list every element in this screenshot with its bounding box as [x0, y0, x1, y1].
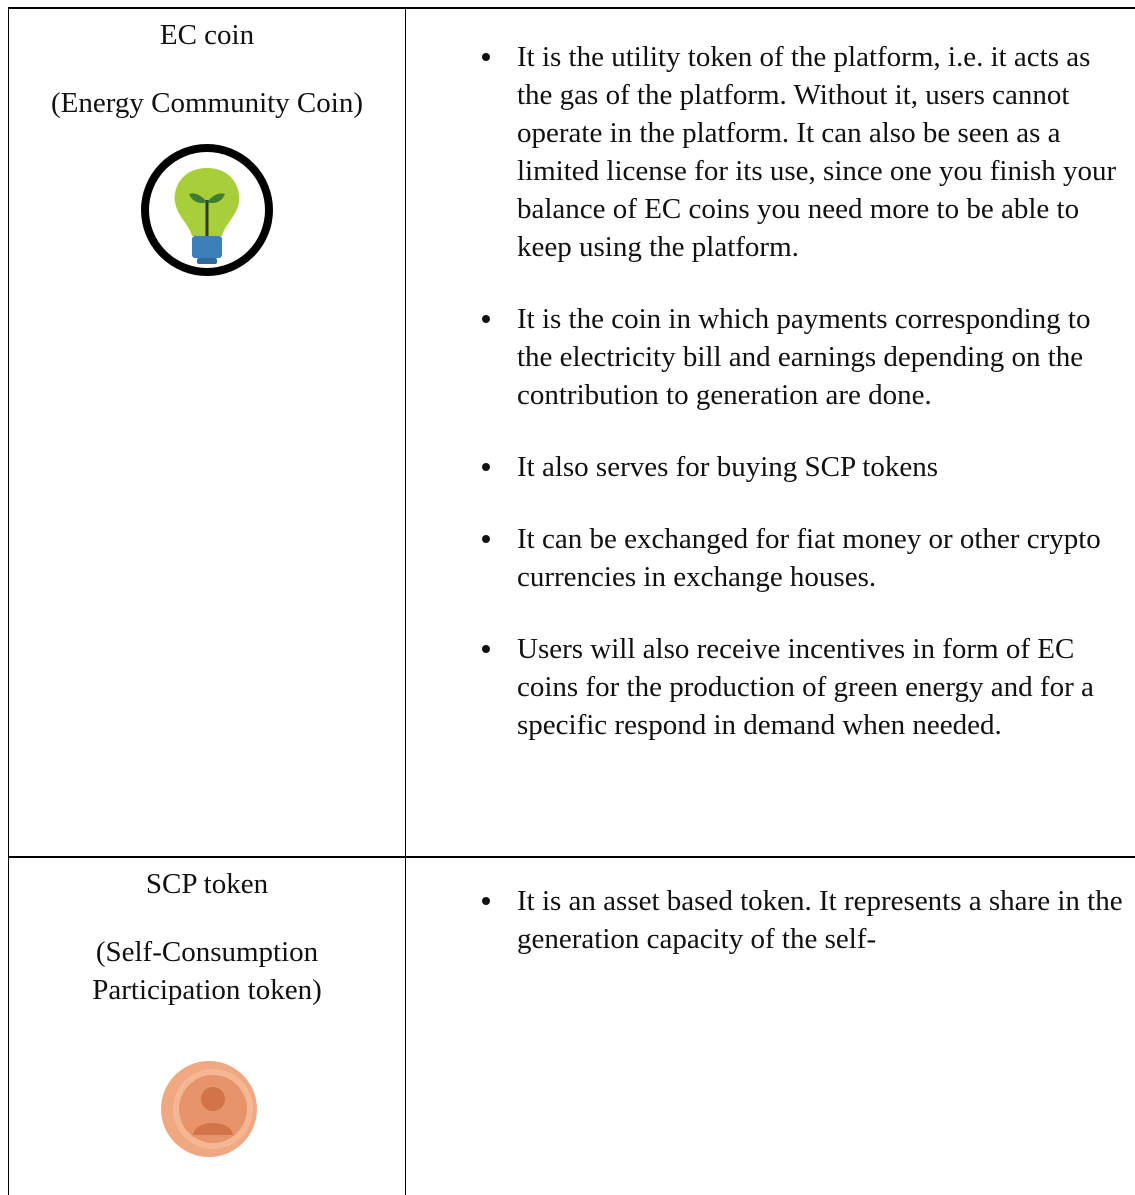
- token-subtitle: (Self-Consumption Participation token): [92, 936, 322, 1006]
- bullet-item: It is the coin in which payments corresp…: [482, 300, 1127, 414]
- token-name: EC coin: [159, 19, 255, 51]
- bullet-list: It is the utility token of the platform,…: [406, 38, 1135, 744]
- bullet-item: Users will also receive incentives in fo…: [482, 630, 1127, 744]
- token-name: SCP token: [145, 868, 269, 900]
- description-cell: It is the utility token of the platform,…: [406, 38, 1135, 778]
- table-border: [8, 7, 1135, 9]
- bullet-item: It is an asset based token. It represent…: [482, 882, 1127, 958]
- token-cell: SCP token (Self-Consumption Participatio…: [8, 857, 406, 1195]
- token-cell: EC coin (Energy Community Coin): [8, 8, 406, 857]
- bullet-item: It is the utility token of the platform,…: [482, 38, 1127, 266]
- bullet-item: It also serves for buying SCP tokens: [482, 448, 1127, 486]
- coin-icon: [161, 1061, 257, 1157]
- table-border: [8, 856, 1135, 858]
- bulb-icon: [141, 144, 273, 276]
- bullet-item: It can be exchanged for fiat money or ot…: [482, 520, 1127, 596]
- token-subtitle: (Energy Community Coin): [50, 87, 363, 119]
- bullet-list: It is an asset based token. It represent…: [406, 882, 1135, 958]
- description-cell: It is an asset based token. It represent…: [406, 882, 1135, 992]
